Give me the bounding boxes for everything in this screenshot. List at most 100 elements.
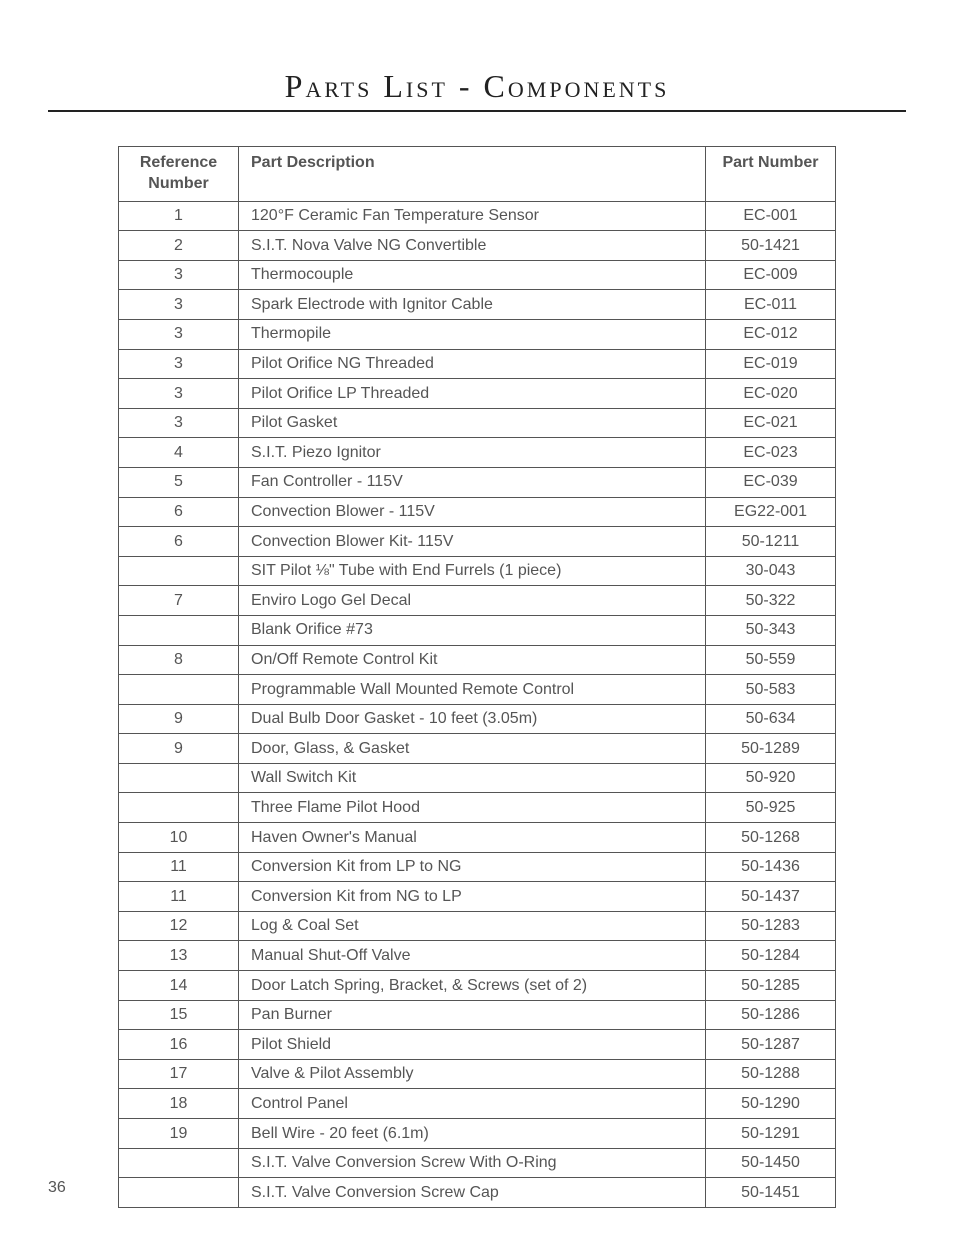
cell-reference: 3 xyxy=(119,349,239,379)
cell-description: S.I.T. Valve Conversion Screw With O-Rin… xyxy=(239,1148,706,1178)
cell-reference: 3 xyxy=(119,408,239,438)
parts-table: Reference Number Part Description Part N… xyxy=(118,146,836,1208)
cell-partnumber: 50-925 xyxy=(706,793,836,823)
table-header: Reference Number Part Description Part N… xyxy=(119,147,836,202)
cell-description: S.I.T. Nova Valve NG Convertible xyxy=(239,231,706,261)
cell-reference: 9 xyxy=(119,734,239,764)
cell-partnumber: 50-583 xyxy=(706,675,836,705)
table-row: 16Pilot Shield50-1287 xyxy=(119,1030,836,1060)
cell-description: Haven Owner's Manual xyxy=(239,823,706,853)
table-row: 15Pan Burner50-1286 xyxy=(119,1000,836,1030)
title-container: Parts List - Components xyxy=(48,68,906,112)
cell-reference xyxy=(119,1178,239,1208)
cell-reference: 2 xyxy=(119,231,239,261)
cell-description: Fan Controller - 115V xyxy=(239,467,706,497)
cell-description: Pilot Shield xyxy=(239,1030,706,1060)
cell-reference: 11 xyxy=(119,852,239,882)
cell-reference: 19 xyxy=(119,1119,239,1149)
cell-reference: 1 xyxy=(119,201,239,231)
cell-reference: 3 xyxy=(119,290,239,320)
cell-reference: 4 xyxy=(119,438,239,468)
table-row: S.I.T. Valve Conversion Screw With O-Rin… xyxy=(119,1148,836,1178)
cell-reference: 16 xyxy=(119,1030,239,1060)
table-row: 6Convection Blower - 115VEG22-001 xyxy=(119,497,836,527)
cell-reference: 7 xyxy=(119,586,239,616)
cell-description: Door Latch Spring, Bracket, & Screws (se… xyxy=(239,971,706,1001)
cell-reference xyxy=(119,793,239,823)
cell-description: Three Flame Pilot Hood xyxy=(239,793,706,823)
cell-partnumber: 50-1288 xyxy=(706,1059,836,1089)
cell-reference: 6 xyxy=(119,527,239,557)
cell-description: Dual Bulb Door Gasket - 10 feet (3.05m) xyxy=(239,704,706,734)
table-row: 3ThermocoupleEC-009 xyxy=(119,260,836,290)
cell-partnumber: 50-322 xyxy=(706,586,836,616)
cell-partnumber: 50-920 xyxy=(706,763,836,793)
cell-reference: 9 xyxy=(119,704,239,734)
cell-reference: 3 xyxy=(119,319,239,349)
table-row: 10Haven Owner's Manual50-1268 xyxy=(119,823,836,853)
cell-description: Conversion Kit from LP to NG xyxy=(239,852,706,882)
cell-partnumber: 50-343 xyxy=(706,615,836,645)
cell-reference xyxy=(119,763,239,793)
cell-reference: 3 xyxy=(119,379,239,409)
cell-description: SIT Pilot ⅛" Tube with End Furrels (1 pi… xyxy=(239,556,706,586)
col-header-reference: Reference Number xyxy=(119,147,239,202)
cell-description: Programmable Wall Mounted Remote Control xyxy=(239,675,706,705)
cell-description: Wall Switch Kit xyxy=(239,763,706,793)
cell-reference xyxy=(119,675,239,705)
table-row: 9Door, Glass, & Gasket50-1289 xyxy=(119,734,836,764)
table-row: 7Enviro Logo Gel Decal50-322 xyxy=(119,586,836,616)
cell-description: S.I.T. Valve Conversion Screw Cap xyxy=(239,1178,706,1208)
cell-reference: 17 xyxy=(119,1059,239,1089)
cell-reference: 15 xyxy=(119,1000,239,1030)
table-row: 9Dual Bulb Door Gasket - 10 feet (3.05m)… xyxy=(119,704,836,734)
col-header-partnumber: Part Number xyxy=(706,147,836,202)
cell-description: Bell Wire - 20 feet (6.1m) xyxy=(239,1119,706,1149)
cell-partnumber: 50-1291 xyxy=(706,1119,836,1149)
cell-description: Pan Burner xyxy=(239,1000,706,1030)
table-row: 4S.I.T. Piezo IgnitorEC-023 xyxy=(119,438,836,468)
cell-reference: 13 xyxy=(119,941,239,971)
cell-partnumber: EG22-001 xyxy=(706,497,836,527)
cell-reference: 8 xyxy=(119,645,239,675)
cell-description: On/Off Remote Control Kit xyxy=(239,645,706,675)
cell-partnumber: 50-1283 xyxy=(706,911,836,941)
cell-partnumber: EC-021 xyxy=(706,408,836,438)
cell-description: Thermocouple xyxy=(239,260,706,290)
cell-reference: 6 xyxy=(119,497,239,527)
cell-description: Blank Orifice #73 xyxy=(239,615,706,645)
parts-table-wrapper: Reference Number Part Description Part N… xyxy=(118,146,836,1208)
col-header-description: Part Description xyxy=(239,147,706,202)
table-row: 3Pilot GasketEC-021 xyxy=(119,408,836,438)
page-title: Parts List - Components xyxy=(48,68,906,105)
table-row: Wall Switch Kit50-920 xyxy=(119,763,836,793)
table-row: 2S.I.T. Nova Valve NG Convertible50-1421 xyxy=(119,231,836,261)
cell-reference xyxy=(119,556,239,586)
cell-partnumber: 50-1450 xyxy=(706,1148,836,1178)
cell-partnumber: 50-1287 xyxy=(706,1030,836,1060)
cell-description: Manual Shut-Off Valve xyxy=(239,941,706,971)
cell-partnumber: 50-1290 xyxy=(706,1089,836,1119)
cell-description: 120°F Ceramic Fan Temperature Sensor xyxy=(239,201,706,231)
cell-description: Pilot Gasket xyxy=(239,408,706,438)
table-row: 1120°F Ceramic Fan Temperature SensorEC-… xyxy=(119,201,836,231)
table-row: 19Bell Wire - 20 feet (6.1m)50-1291 xyxy=(119,1119,836,1149)
cell-description: Control Panel xyxy=(239,1089,706,1119)
cell-partnumber: EC-020 xyxy=(706,379,836,409)
table-row: SIT Pilot ⅛" Tube with End Furrels (1 pi… xyxy=(119,556,836,586)
table-row: 3Pilot Orifice NG ThreadedEC-019 xyxy=(119,349,836,379)
table-row: 3Pilot Orifice LP ThreadedEC-020 xyxy=(119,379,836,409)
table-header-row: Reference Number Part Description Part N… xyxy=(119,147,836,202)
cell-partnumber: 50-1436 xyxy=(706,852,836,882)
cell-partnumber: EC-011 xyxy=(706,290,836,320)
cell-partnumber: EC-012 xyxy=(706,319,836,349)
table-row: Blank Orifice #7350-343 xyxy=(119,615,836,645)
cell-partnumber: 50-1268 xyxy=(706,823,836,853)
cell-partnumber: EC-039 xyxy=(706,467,836,497)
table-row: Three Flame Pilot Hood50-925 xyxy=(119,793,836,823)
table-body: 1120°F Ceramic Fan Temperature Sensor EC-… xyxy=(119,201,836,1207)
cell-partnumber: 50-1284 xyxy=(706,941,836,971)
table-row: 5Fan Controller - 115VEC-039 xyxy=(119,467,836,497)
table-row: 3Spark Electrode with Ignitor CableEC-01… xyxy=(119,290,836,320)
cell-reference: 14 xyxy=(119,971,239,1001)
